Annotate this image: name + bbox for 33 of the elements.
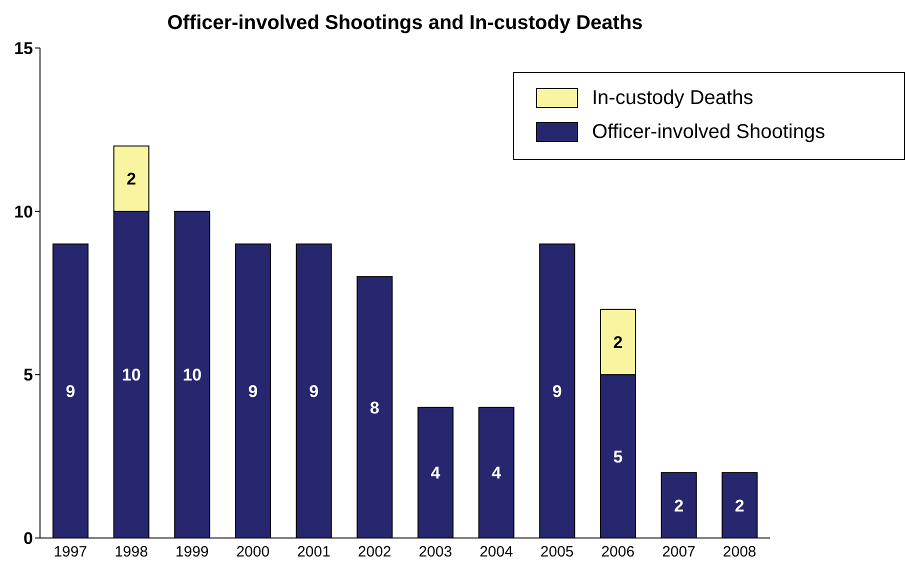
legend-label: In-custody Deaths — [592, 86, 754, 110]
legend-label: Officer-involved Shootings — [592, 120, 826, 144]
data-label: 8 — [370, 398, 380, 418]
y-tick-label: 15 — [14, 39, 33, 58]
data-label: 9 — [248, 382, 258, 402]
x-tick-label: 1999 — [175, 544, 209, 561]
x-tick-label: 2008 — [722, 544, 756, 561]
data-label: 9 — [66, 382, 76, 402]
data-label: 10 — [182, 366, 202, 385]
data-label: 2 — [734, 496, 744, 516]
y-tick-label: 5 — [24, 366, 33, 385]
y-tick-label: 0 — [24, 529, 33, 548]
data-label: 9 — [309, 382, 319, 402]
data-label: 2 — [674, 496, 684, 516]
data-label: 5 — [613, 447, 623, 466]
data-label: 2 — [126, 170, 136, 189]
x-tick-label: 1997 — [54, 544, 88, 561]
x-tick-label: 2007 — [662, 544, 696, 561]
x-tick-label: 2006 — [601, 544, 635, 561]
y-tick-label: 10 — [14, 202, 33, 222]
data-label: 4 — [430, 464, 441, 483]
data-label: 10 — [122, 366, 141, 385]
data-label: 4 — [492, 464, 502, 483]
data-label: 2 — [613, 333, 623, 352]
x-tick-label: 1998 — [114, 544, 148, 561]
x-tick-label: 2004 — [480, 544, 513, 561]
x-tick-label: 2003 — [418, 544, 452, 561]
data-label: 9 — [552, 382, 562, 402]
x-tick-label: 2002 — [358, 544, 392, 561]
chart-title: Officer-involved Shootings and In-custody Deaths — [166, 12, 644, 35]
x-tick-label: 2001 — [297, 544, 330, 561]
x-tick-label: 2005 — [540, 544, 574, 561]
x-tick-label: 2000 — [236, 544, 270, 561]
